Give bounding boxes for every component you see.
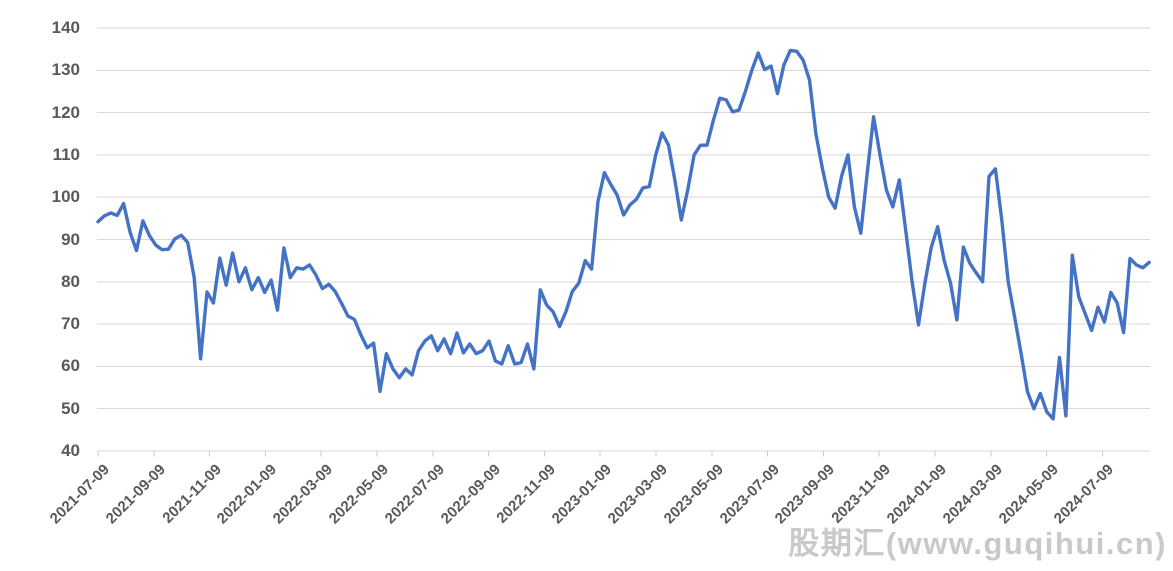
y-tick-label: 70 — [61, 314, 80, 334]
y-tick-label: 110 — [52, 144, 80, 164]
y-tick-label: 120 — [51, 102, 80, 122]
y-tick-label: 90 — [61, 229, 80, 249]
watermark: 股期汇(www.guqihui.cn) — [788, 526, 1167, 561]
y-tick-label: 80 — [61, 271, 80, 291]
y-tick-label: 140 — [51, 18, 80, 37]
y-tick-label: 50 — [61, 398, 80, 418]
y-tick-label: 100 — [51, 187, 80, 207]
y-tick-label: 60 — [61, 356, 80, 376]
y-tick-label: 40 — [61, 441, 80, 460]
y-tick-label: 130 — [51, 60, 80, 80]
price-line-series — [96, 48, 1151, 421]
